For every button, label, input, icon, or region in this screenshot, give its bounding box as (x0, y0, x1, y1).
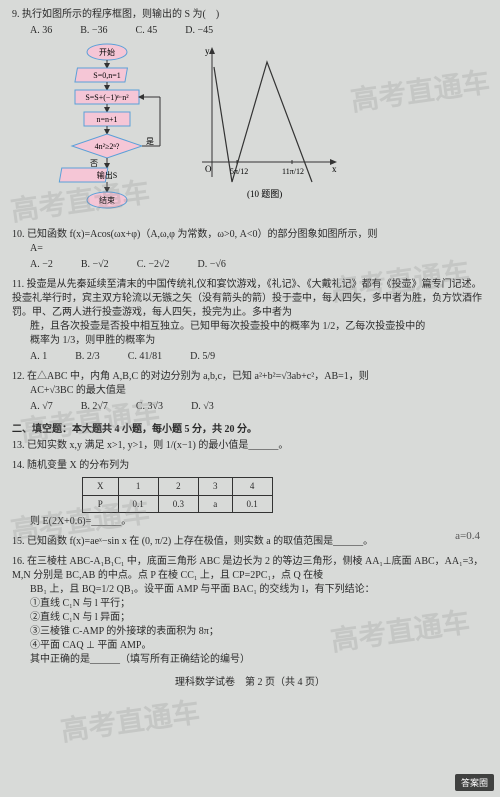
question-9: 9. 执行如图所示的程序框图，则输出的 S 为( ) A. 36 B. −36 … (12, 8, 488, 222)
q16-item1: ①直线 C₁N 与 l 平行； (30, 597, 488, 611)
q10-graph: y x O 5π/12 11π/12 (10 题图) (192, 42, 342, 202)
q9-stem: 执行如图所示的程序框图，则输出的 S 为( ) (22, 9, 219, 20)
q10-number: 10. (12, 229, 25, 240)
t-r2: 0.3 (158, 495, 198, 513)
q16-item2: ②直线 C₁N 与 l 异面； (30, 611, 488, 625)
corner-badge: 答案圈 (455, 774, 494, 791)
q12-number: 12. (12, 371, 25, 382)
q9-opt-a: A. 36 (30, 24, 52, 38)
q10-opt-c: C. −2√2 (137, 258, 170, 272)
graph-xlabel: x (332, 164, 337, 174)
graph-caption: (10 题图) (247, 189, 282, 199)
q11-opt-c: C. 41/81 (128, 350, 162, 364)
page-footer: 理科数学试卷 第 2 页（共 4 页） (12, 673, 488, 688)
q11-number: 11. (12, 279, 24, 290)
q11-opt-b: B. 2/3 (75, 350, 99, 364)
question-12: 12. 在△ABC 中，内角 A,B,C 的对边分别为 a,b,c，已知 a²+… (12, 370, 488, 414)
question-14: 14. 随机变量 X 的分布列为 X 1 2 3 4 P 0.1 0.3 a 0… (12, 459, 488, 529)
q16-item4: ④平面 CAQ ⊥ 平面 AMP。 (30, 639, 488, 653)
question-11: 11. 投壶是从先秦延续至清末的中国传统礼仪和宴饮游戏，《礼记》、《大戴礼记》都… (12, 278, 488, 364)
fc-no: 否 (90, 159, 98, 168)
question-10: 10. 已知函数 f(x)=Acos(ωx+φ)（A,ω,φ 为常数，ω>0, … (12, 228, 488, 272)
q9-number: 9. (12, 9, 20, 20)
q11-stem2: 胜，且各次投壶是否投中相互独立。已知甲每次投壶投中的概率为 1/2，乙每次投壶投… (30, 320, 488, 334)
q12-opt-a: A. √7 (30, 400, 53, 414)
q14-number: 14. (12, 460, 25, 471)
q11-stem: 投壶是从先秦延续至清末的中国传统礼仪和宴饮游戏，《礼记》、《大戴礼记》都有《投壶… (12, 279, 482, 318)
graph-origin: O (205, 164, 212, 174)
t-r0: P (83, 495, 119, 513)
q9-flowchart: 开始 S=0,n=1 S=S+(−1)ⁿ·n² n=n+1 4n²≥2ⁿ? 是 (42, 42, 172, 222)
graph-xtick-2: 11π/12 (282, 167, 304, 176)
t-h3: 3 (199, 478, 233, 496)
t-h4: 4 (232, 478, 272, 496)
q10-stem2: A= (30, 242, 488, 256)
q12-opt-c: C. 3√3 (136, 400, 163, 414)
q15-stem: 已知函数 f(x)=aeˣ−sin x 在 (0, π/2) 上存在极值，则实数… (27, 536, 373, 547)
watermark: 高考直通车 (58, 690, 202, 749)
graph-xtick-1: 5π/12 (230, 167, 248, 176)
fc-start: 开始 (99, 47, 115, 57)
q12-stem: 在△ABC 中，内角 A,B,C 的对边分别为 a,b,c，已知 a²+b²=√… (27, 371, 369, 382)
question-15: 15. 已知函数 f(x)=aeˣ−sin x 在 (0, π/2) 上存在极值… (12, 535, 488, 549)
q16-number: 16. (12, 556, 25, 567)
fc-calc: S=S+(−1)ⁿ·n² (85, 93, 129, 102)
t-r4: 0.1 (232, 495, 272, 513)
q10-opt-b: B. −√2 (81, 258, 109, 272)
t-r1: 0.1 (118, 495, 158, 513)
fc-inc: n=n+1 (96, 115, 117, 124)
t-h2: 2 (158, 478, 198, 496)
q9-opt-c: C. 45 (136, 24, 158, 38)
q16-item3: ③三棱锥 C-AMP 的外接球的表面积为 8π； (30, 625, 488, 639)
q10-opt-d: D. −√6 (198, 258, 226, 272)
q16-tail: 其中正确的是______（填写所有正确结论的编号） (30, 653, 488, 667)
question-13: 13. 已知实数 x,y 满足 x>1, y>1，则 1/(x−1) 的最小值是… (12, 439, 488, 453)
q16-stem: 在三棱柱 ABC-A₁B₁C₁ 中，底面三角形 ABC 是边长为 2 的等边三角… (12, 556, 483, 581)
q14-table: X 1 2 3 4 P 0.1 0.3 a 0.1 (82, 477, 273, 513)
t-h1: 1 (118, 478, 158, 496)
q9-opt-b: B. −36 (80, 24, 107, 38)
t-r3: a (199, 495, 233, 513)
q11-stem3: 概率为 1/3，则甲胜的概率为 (30, 334, 488, 348)
q11-opt-a: A. 1 (30, 350, 47, 364)
side-annotation: a=0.4 (455, 530, 480, 542)
q10-opt-a: A. −2 (30, 258, 53, 272)
section-2-title: 二、填空题：本大题共 4 小题，每小题 5 分，共 20 分。 (12, 420, 488, 435)
q9-opt-d: D. −45 (185, 24, 213, 38)
question-16: 16. 在三棱柱 ABC-A₁B₁C₁ 中，底面三角形 ABC 是边长为 2 的… (12, 555, 488, 667)
q13-stem: 已知实数 x,y 满足 x>1, y>1，则 1/(x−1) 的最小值是____… (27, 440, 288, 451)
q14-stem2: 则 E(2X+0.6)=______。 (30, 515, 488, 529)
q15-number: 15. (12, 536, 25, 547)
q14-stem: 随机变量 X 的分布列为 (27, 460, 129, 471)
graph-ylabel: y (205, 46, 210, 56)
fc-cond: 4n²≥2ⁿ? (95, 142, 120, 151)
fc-init: S=0,n=1 (93, 71, 120, 80)
q13-number: 13. (12, 440, 25, 451)
q16-stem2: BB₁ 上，且 BQ=1/2 QB₁。设平面 AMP 与平面 BAC₁ 的交线为… (30, 583, 488, 597)
q12-opt-d: D. √3 (191, 400, 214, 414)
fc-out: 输出S (97, 170, 117, 180)
t-h0: X (83, 478, 119, 496)
fc-yes: 是 (146, 137, 154, 146)
q12-opt-b: B. 2√7 (81, 400, 108, 414)
q10-stem: 已知函数 f(x)=Acos(ωx+φ)（A,ω,φ 为常数，ω>0, A<0）… (27, 229, 378, 240)
q12-stem2: AC+√3BC 的最大值是 (30, 384, 488, 398)
fc-end: 结束 (99, 195, 115, 205)
q11-opt-d: D. 5/9 (190, 350, 215, 364)
